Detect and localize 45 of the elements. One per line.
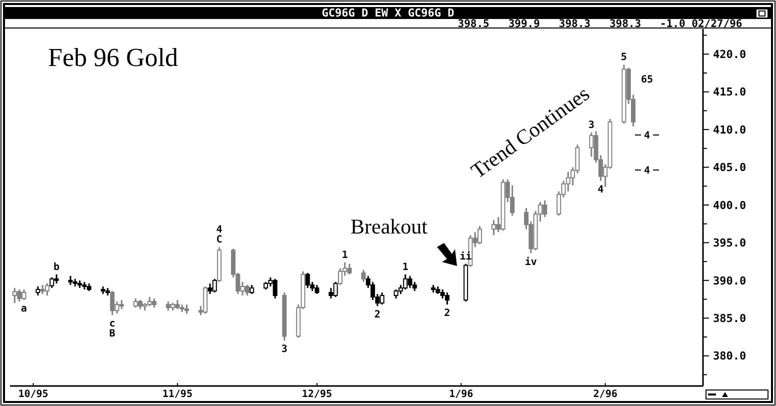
y-tick-label: 420.0 [713,48,746,61]
annotation: ii [460,250,472,262]
candlestick [184,304,189,314]
annotation: 1 [402,262,408,273]
candlestick [152,298,156,308]
annotation: a [20,304,27,315]
candlestick [444,292,450,306]
annotation: Breakout [350,214,428,238]
y-tick-label: 405.0 [713,161,746,174]
annotation: 4 [644,130,650,142]
annotation: C [216,234,222,246]
y-tick-label: 415.0 [713,86,746,99]
candlestick [110,290,115,316]
annotation: 5 [620,52,627,64]
chart-subtitle: GC96G D EW X GC96G D [322,6,455,20]
y-tick-label: 385.0 [713,312,746,325]
annotation: c [109,318,116,330]
text: Feb 96 Gold [48,43,178,72]
annotation: 4 [216,224,222,236]
annotation: b [53,262,60,273]
x-tick-label: 11/95 [162,389,192,400]
candlestick [361,269,366,283]
y-tick-label: 390.0 [713,274,746,288]
candlestick [36,286,40,296]
y-tick-label: 400.0 [713,198,746,212]
x-tick-label: 10/95 [18,389,48,400]
annotation: 1 [342,250,348,261]
annotation: 3 [281,344,288,356]
candlestick [250,284,254,295]
annotation: 2 [444,308,450,320]
x-tick-label: 12/95 [302,389,332,400]
y-tick-label: 380.0 [713,350,746,363]
annotation: 3 [588,120,594,132]
annotation: 398.5 399.9 398.3 398.3 -1.0 02/27/96 [458,18,742,30]
annotation: 4 [644,166,650,176]
annotation: 2 [374,310,380,321]
annotation: iv [524,256,537,268]
y-tick-label: 395.0 [713,236,746,250]
y-tick-label: 410.0 [713,123,746,136]
candlestick [244,284,250,296]
annotation: 4 [598,184,604,196]
annotation: 65 [640,74,654,86]
annotation: B [109,328,116,340]
x-tick-label: 1/96 [449,389,474,400]
x-tick-label: 2/96 [593,389,618,400]
